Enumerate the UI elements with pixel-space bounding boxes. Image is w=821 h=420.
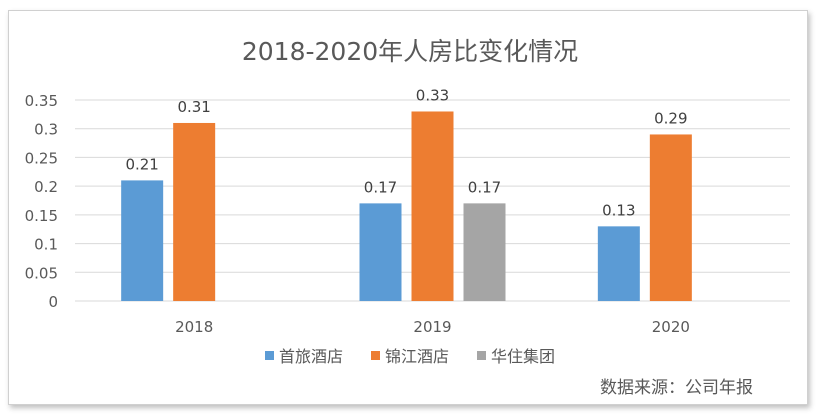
data-label: 0.31 [177, 98, 210, 116]
data-label: 0.13 [602, 201, 635, 219]
data-label: 0.33 [416, 86, 449, 104]
bar-首旅酒店 [121, 180, 164, 301]
legend-label: 锦江酒店 [385, 347, 449, 366]
legend-label: 首旅酒店 [279, 347, 343, 366]
data-label: 0.21 [125, 155, 158, 173]
x-tick-label: 2019 [413, 318, 451, 336]
y-tick-label: 0.25 [25, 149, 58, 167]
y-tick-label: 0.2 [34, 178, 58, 196]
bar-首旅酒店 [359, 203, 402, 301]
data-label: 0.17 [468, 178, 501, 196]
data-label: 0.29 [654, 109, 687, 127]
bar-锦江酒店 [649, 134, 692, 301]
source-note: 数据来源：公司年报 [600, 378, 753, 398]
x-tick-label: 2018 [175, 318, 213, 336]
x-tick-label: 2020 [652, 318, 690, 336]
bar-锦江酒店 [411, 111, 454, 301]
legend-swatch [371, 351, 380, 360]
y-tick-label: 0.15 [25, 207, 58, 225]
bar-锦江酒店 [173, 122, 216, 301]
chart-title: 2018-2020年人房比变化情况 [242, 37, 578, 66]
data-label: 0.17 [364, 178, 397, 196]
bar-首旅酒店 [597, 226, 640, 301]
legend-swatch [265, 351, 274, 360]
y-tick-label: 0.3 [34, 121, 58, 139]
legend-label: 华住集团 [491, 347, 555, 366]
y-tick-label: 0 [48, 293, 58, 311]
y-tick-label: 0.05 [25, 264, 58, 282]
y-tick-label: 0.35 [25, 92, 58, 110]
bar-华住集团 [463, 203, 506, 301]
y-tick-label: 0.1 [34, 236, 58, 254]
legend-swatch [477, 351, 486, 360]
